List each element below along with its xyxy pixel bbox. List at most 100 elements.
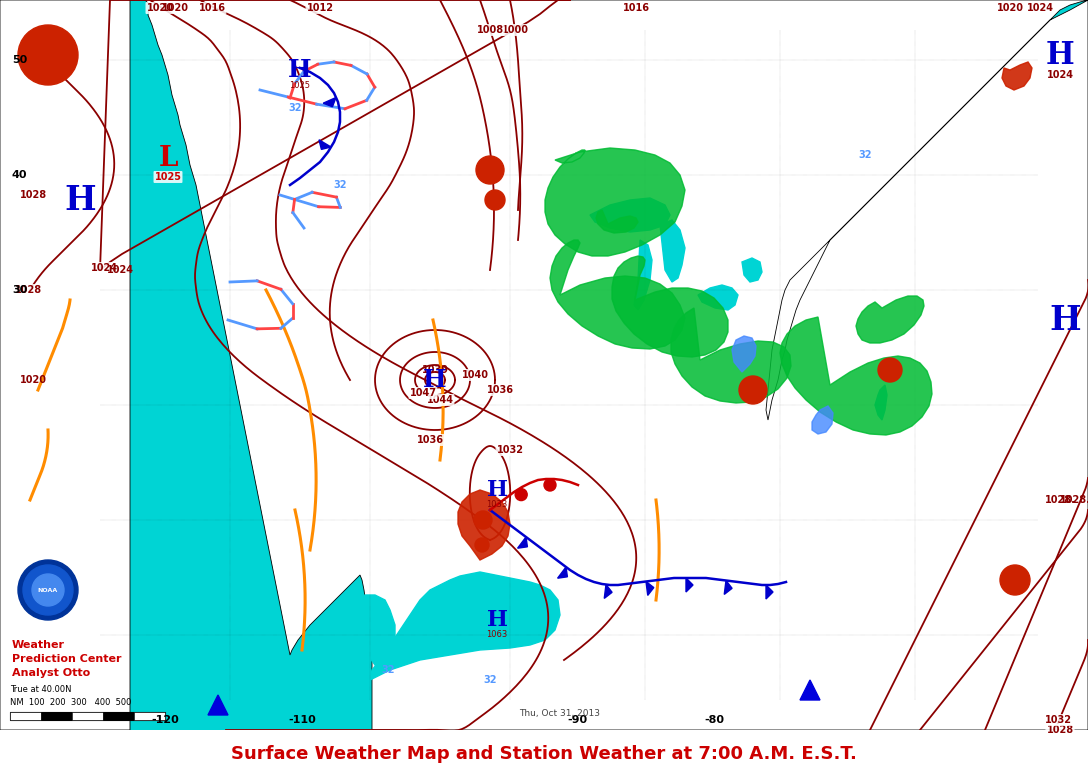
Text: True at 40.00N: True at 40.00N	[10, 685, 72, 694]
Polygon shape	[208, 695, 228, 715]
Text: 1036: 1036	[417, 435, 444, 445]
Text: 1016: 1016	[198, 3, 225, 13]
Circle shape	[878, 358, 902, 382]
Text: 32: 32	[381, 665, 395, 675]
Text: Thu, Oct 31, 2013: Thu, Oct 31, 2013	[519, 709, 601, 718]
Polygon shape	[355, 595, 395, 668]
Polygon shape	[725, 580, 732, 594]
Polygon shape	[766, 585, 772, 599]
Circle shape	[32, 574, 64, 606]
Text: H: H	[288, 58, 312, 82]
Polygon shape	[812, 406, 833, 434]
Polygon shape	[370, 572, 560, 680]
Bar	[10, 712, 41, 720]
Text: 1028.: 1028.	[1044, 495, 1075, 505]
Polygon shape	[545, 148, 685, 256]
Text: -110: -110	[288, 715, 316, 725]
Text: 1020: 1020	[997, 3, 1024, 13]
Circle shape	[485, 190, 505, 210]
Polygon shape	[319, 140, 331, 150]
Text: 1028: 1028	[14, 285, 41, 295]
Text: L: L	[158, 145, 177, 171]
Text: 1020: 1020	[162, 3, 189, 13]
Text: NOAA: NOAA	[38, 587, 58, 593]
Text: -80: -80	[704, 715, 724, 725]
Polygon shape	[604, 584, 613, 598]
Bar	[10, 712, 165, 720]
Polygon shape	[687, 578, 693, 592]
Bar	[134, 712, 165, 720]
Polygon shape	[875, 385, 887, 420]
Text: 1028: 1028	[1047, 725, 1074, 735]
Text: 1025: 1025	[154, 172, 182, 182]
Circle shape	[474, 511, 492, 529]
Text: 30: 30	[12, 285, 27, 295]
Polygon shape	[323, 98, 336, 106]
Polygon shape	[742, 258, 762, 282]
Circle shape	[544, 479, 556, 491]
Polygon shape	[660, 220, 685, 282]
Polygon shape	[596, 210, 638, 233]
Circle shape	[739, 376, 767, 404]
Text: 1032: 1032	[1044, 715, 1072, 725]
Text: 1000: 1000	[502, 25, 529, 35]
Polygon shape	[856, 296, 924, 343]
Text: 1024: 1024	[1047, 70, 1074, 80]
Polygon shape	[634, 240, 652, 310]
Polygon shape	[0, 0, 1088, 730]
Circle shape	[18, 25, 78, 85]
Circle shape	[23, 565, 73, 615]
Text: 1040: 1040	[461, 370, 489, 380]
Text: H: H	[1046, 39, 1074, 70]
Polygon shape	[0, 0, 1088, 730]
Text: NM  100  200  300   400  500: NM 100 200 300 400 500	[10, 698, 132, 707]
Text: 32: 32	[333, 180, 347, 190]
Polygon shape	[1002, 62, 1033, 90]
Text: 1016: 1016	[622, 3, 650, 13]
Circle shape	[477, 156, 504, 184]
Circle shape	[475, 538, 489, 552]
Text: 1039: 1039	[421, 365, 448, 375]
Text: 1025: 1025	[289, 81, 310, 90]
Bar	[72, 712, 103, 720]
Text: 1036: 1036	[486, 385, 514, 395]
Text: 1024: 1024	[1026, 3, 1053, 13]
Circle shape	[1000, 565, 1030, 595]
Text: Weather
Prediction Center
Analyst Otto: Weather Prediction Center Analyst Otto	[12, 640, 122, 678]
Text: 1024: 1024	[90, 263, 118, 273]
Polygon shape	[671, 308, 791, 403]
Text: 1028.: 1028.	[1060, 495, 1088, 505]
Polygon shape	[646, 582, 654, 595]
Text: 1047: 1047	[409, 388, 436, 398]
Text: 1032: 1032	[496, 445, 523, 455]
Text: H: H	[64, 183, 96, 217]
Text: 1044: 1044	[426, 395, 454, 405]
Text: 32: 32	[483, 675, 497, 685]
Circle shape	[18, 560, 78, 620]
Text: H: H	[423, 368, 447, 392]
Polygon shape	[800, 680, 820, 700]
Text: 40: 40	[12, 170, 27, 180]
Polygon shape	[611, 256, 728, 357]
Polygon shape	[551, 240, 685, 349]
Text: Surface Weather Map and Station Weather at 7:00 A.M. E.S.T.: Surface Weather Map and Station Weather …	[231, 745, 857, 763]
Text: 1063: 1063	[486, 630, 508, 639]
Text: 50: 50	[12, 55, 27, 65]
Polygon shape	[590, 198, 670, 232]
Text: 1020: 1020	[147, 3, 173, 13]
Circle shape	[516, 489, 528, 500]
Text: 1020: 1020	[20, 375, 47, 385]
Polygon shape	[780, 317, 932, 435]
Text: H: H	[1049, 304, 1080, 337]
Text: H: H	[486, 609, 507, 631]
Polygon shape	[518, 537, 528, 548]
Text: H: H	[486, 479, 507, 501]
Text: 1008: 1008	[477, 25, 504, 35]
Bar	[41, 712, 72, 720]
Text: -120: -120	[151, 715, 178, 725]
Polygon shape	[458, 490, 510, 560]
Text: 32: 32	[288, 103, 301, 113]
Bar	[103, 712, 134, 720]
Text: 1028: 1028	[20, 190, 47, 200]
Polygon shape	[558, 567, 568, 578]
